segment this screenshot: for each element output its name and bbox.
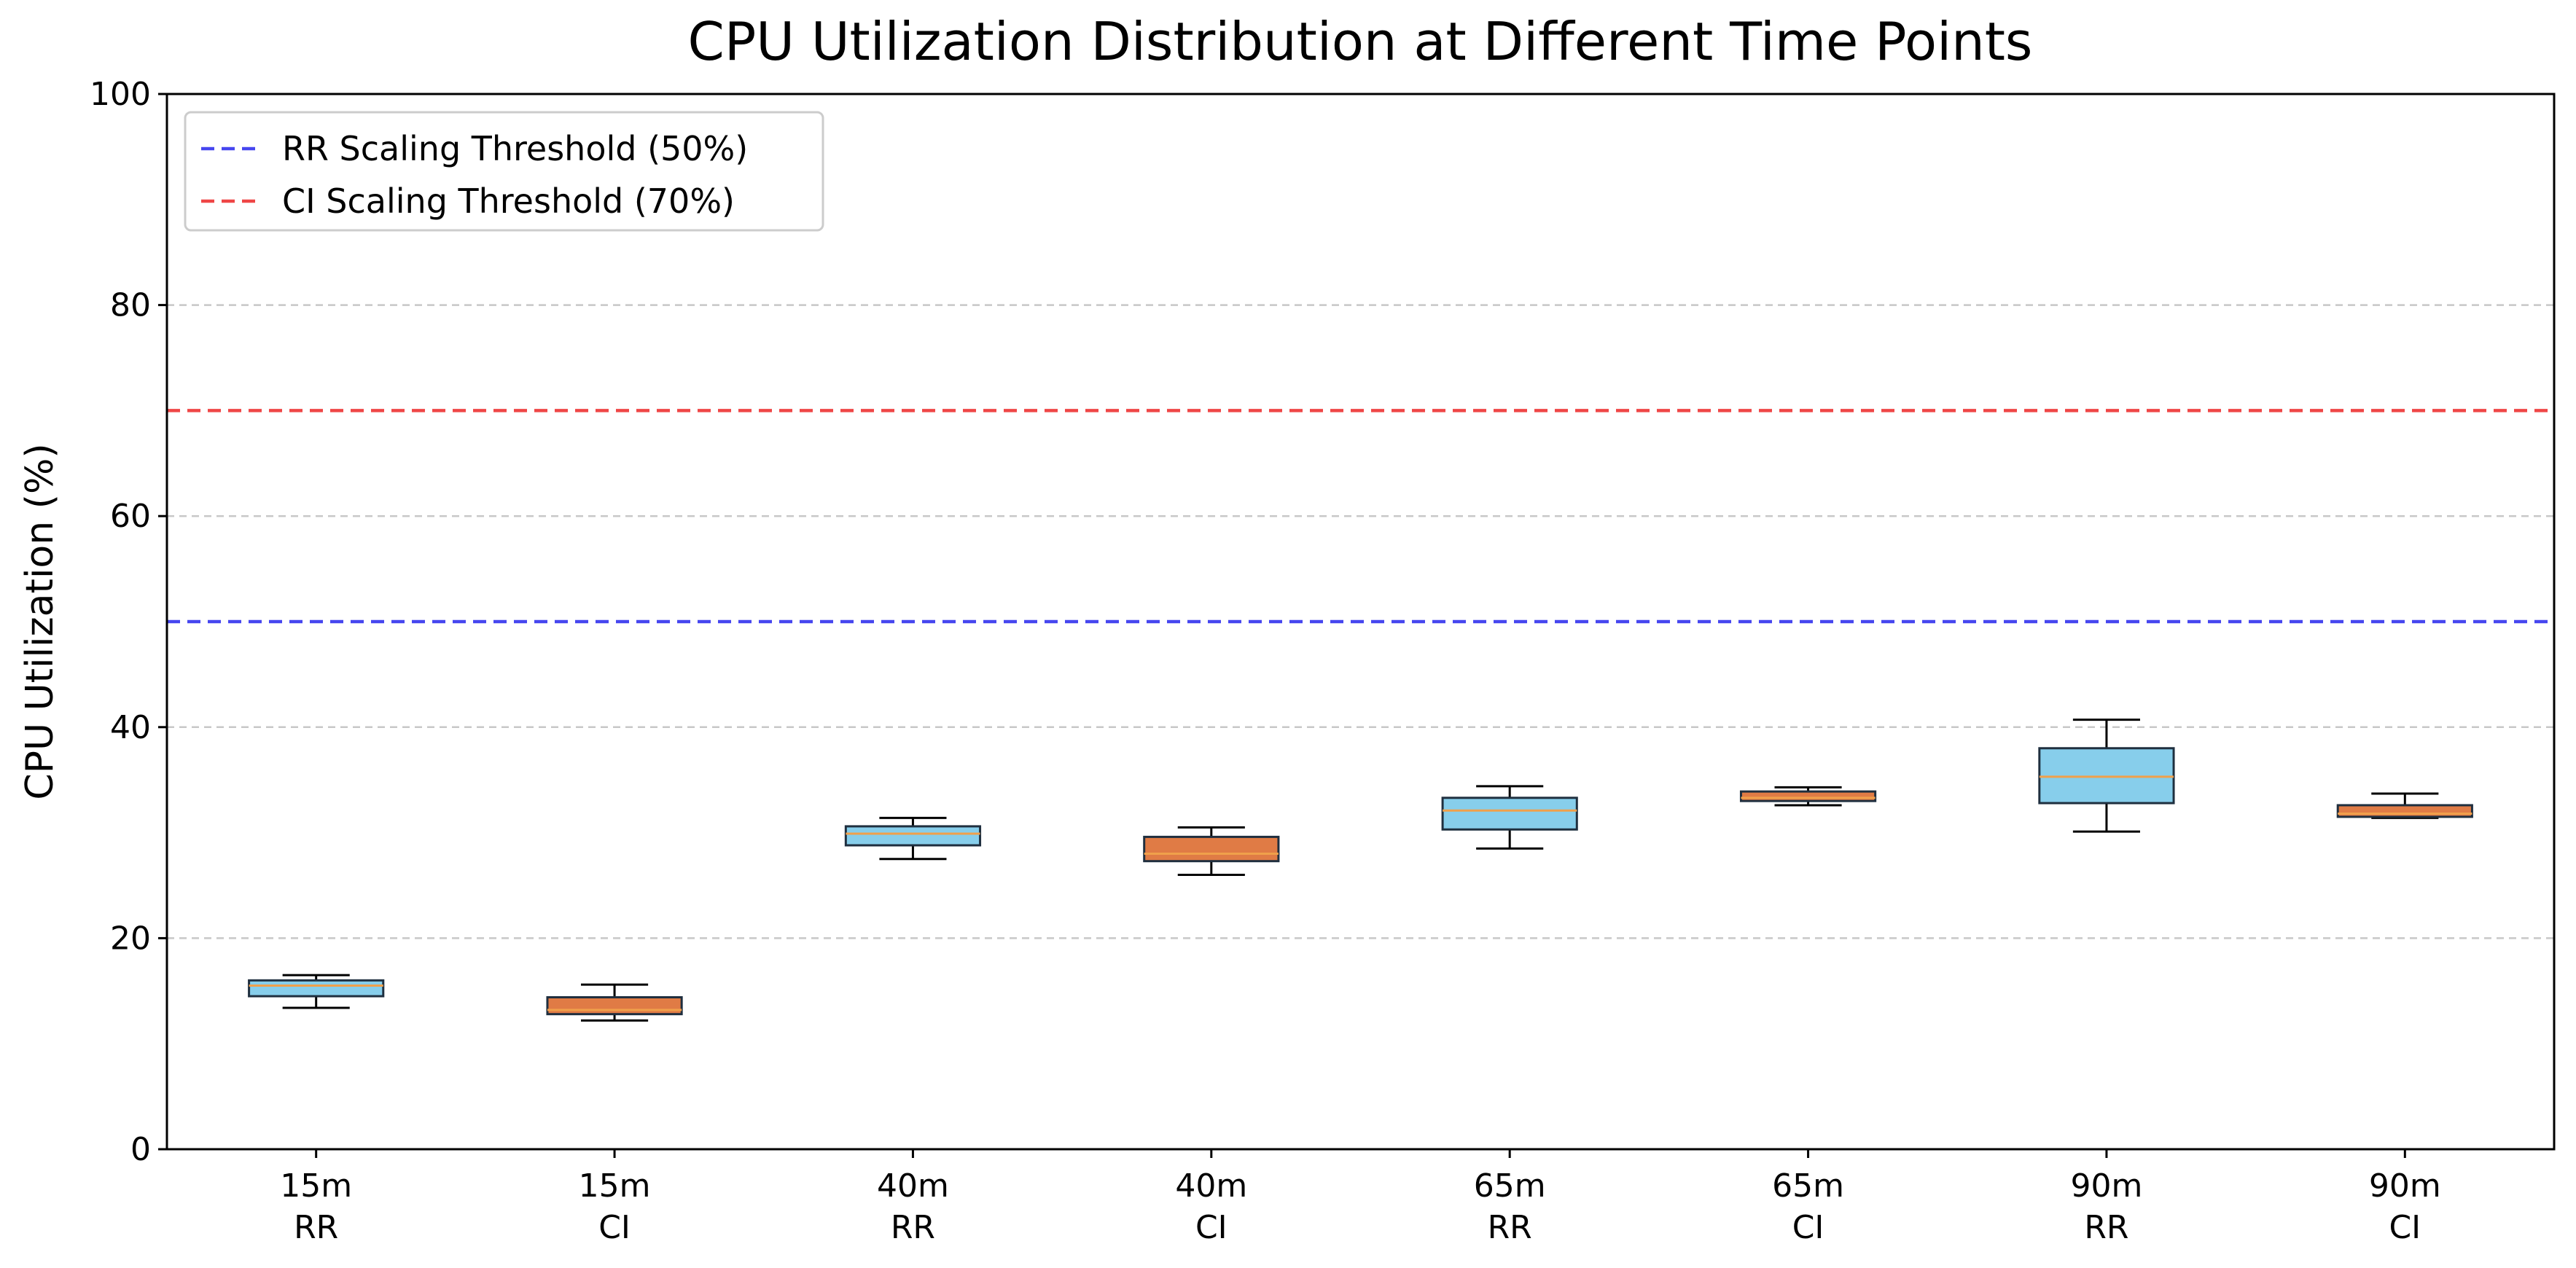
box-90m-RR [2038,719,2175,833]
box-15m-CI [546,983,683,1022]
x-tick-label-time: 65m [1474,1167,1546,1205]
x-tick-label-algo: CI [598,1209,631,1246]
box-15m-RR [248,974,385,1009]
plot-frame [165,93,2556,1151]
y-axis-label: CPU Utilization (%) [18,443,62,799]
x-tick-label-time: 40m [1175,1167,1247,1205]
x-tick-label-time: 15m [579,1167,651,1205]
chart-title: CPU Utilization Distribution at Differen… [688,11,2033,72]
x-tick-label-time: 90m [2071,1167,2143,1205]
x-tick-label-algo: CI [1195,1209,1227,1246]
x-tick-label-time: 15m [280,1167,352,1205]
box-40m-RR [844,816,982,861]
x-tick-label-algo: RR [2084,1209,2128,1246]
y-tick-label: 80 [110,287,151,324]
box-layer [248,719,2473,1022]
x-tick-label-algo: RR [294,1209,338,1246]
box-40m-CI [1143,826,1280,877]
grid-layer [167,304,2554,939]
box-body [1739,790,1877,802]
legend: RR Scaling Threshold (50%) CI Scaling Thr… [184,111,824,232]
box-body [248,979,385,998]
y-tick-label: 60 [110,498,151,535]
y-tick-label: 0 [130,1131,151,1168]
x-tick-label-algo: RR [891,1209,935,1246]
y-tick-label: 100 [90,76,151,113]
legend-label-0: RR Scaling Threshold (50%) [282,129,748,168]
legend-label-1: CI Scaling Threshold (70%) [282,181,735,221]
legend-frame [184,111,824,232]
x-tick-label-time: 65m [1772,1167,1844,1205]
box-90m-CI [2336,792,2473,819]
box-65m-CI [1739,786,1877,807]
box-body [1441,797,1578,831]
box-body [1143,835,1280,863]
axis-layer: 0 20 40 60 80 100 15m RR 15m CI 40m RR 40m CI 65m RR 65m… [90,76,2556,1246]
box-65m-RR [1441,785,1578,850]
threshold-layer [167,409,2554,624]
y-tick-label: 40 [110,709,151,746]
box-body [844,825,982,847]
x-tick-label-algo: RR [1488,1209,1532,1246]
x-tick-label-algo: CI [2389,1209,2421,1246]
x-tick-label-algo: CI [1792,1209,1824,1246]
y-tick-label: 20 [110,920,151,957]
x-tick-label-time: 40m [877,1167,949,1205]
box-body [546,995,683,1016]
box-body [2336,804,2473,818]
x-tick-label-time: 90m [2369,1167,2441,1205]
